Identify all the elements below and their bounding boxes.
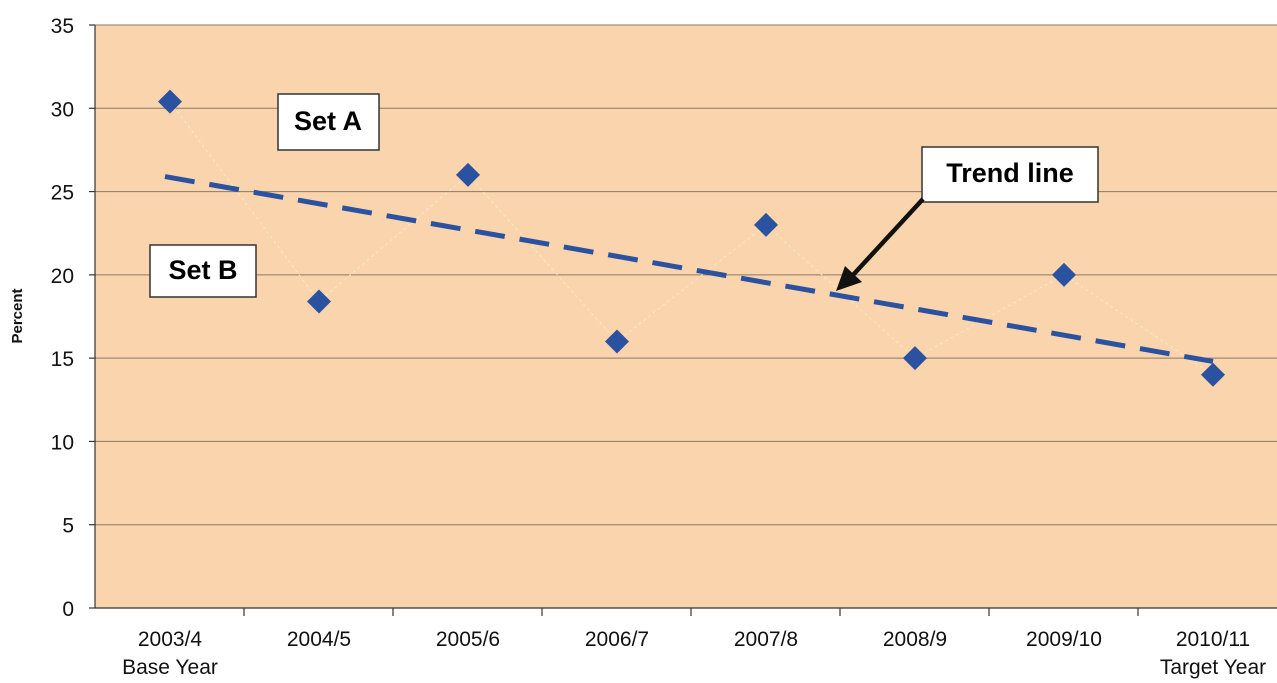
x-tick-label: Target Year <box>1160 656 1266 679</box>
y-tick-label: 5 <box>62 515 74 538</box>
x-tick-label: Base Year <box>122 656 218 679</box>
arrow-shaft <box>851 197 925 277</box>
x-tick-label: 2003/4 <box>138 628 203 651</box>
y-axis-ticks: 0 5 10 15 20 25 30 35 <box>51 15 95 621</box>
data-point <box>605 329 629 354</box>
y-axis-title: Percent <box>9 288 26 343</box>
trend-line-arrow <box>836 197 925 291</box>
data-point <box>456 162 480 187</box>
x-tick-label: 2004/5 <box>287 628 351 651</box>
y-tick-label: 10 <box>51 431 74 454</box>
plot-area <box>95 25 1277 608</box>
x-tick-label: 2005/6 <box>436 628 500 651</box>
x-tick-label: 2006/7 <box>585 628 649 651</box>
data-point <box>754 212 778 237</box>
callout-label: Set B <box>168 255 237 285</box>
y-tick-label: 15 <box>51 348 74 371</box>
axes <box>94 25 1277 609</box>
callout-box <box>921 146 1099 203</box>
x-tick-label: 2009/10 <box>1026 628 1102 651</box>
data-point <box>158 89 182 114</box>
y-tick-label: 30 <box>51 98 74 121</box>
y-tick-label: 25 <box>51 182 74 205</box>
callout-label: Set A <box>294 106 362 136</box>
data-point <box>1201 362 1225 387</box>
y-tick-label: 20 <box>51 265 74 288</box>
callout-set-a: Set A <box>277 93 380 151</box>
callout-box <box>149 244 257 298</box>
arrow-head <box>836 266 862 291</box>
x-tick-label: 2008/9 <box>883 628 947 651</box>
data-point <box>1052 262 1076 287</box>
data-point <box>903 346 927 371</box>
y-tick-label: 0 <box>62 598 74 621</box>
data-point <box>307 289 331 314</box>
y-tick-label: 35 <box>51 15 74 38</box>
callout-label: Trend line <box>946 158 1074 188</box>
callout-trend-line: Trend line <box>921 146 1099 203</box>
callout-box <box>277 93 380 151</box>
x-tick-label: 2007/8 <box>734 628 798 651</box>
callout-set-b: Set B <box>149 244 257 298</box>
x-tick-label: 2010/11 <box>1176 628 1250 651</box>
data-points <box>158 89 1225 387</box>
series-connector-line <box>169 101 1214 376</box>
x-axis-ticks: 2003/4 Base Year 2004/5 2005/6 2006/7 2007/8 2… <box>122 608 1266 679</box>
